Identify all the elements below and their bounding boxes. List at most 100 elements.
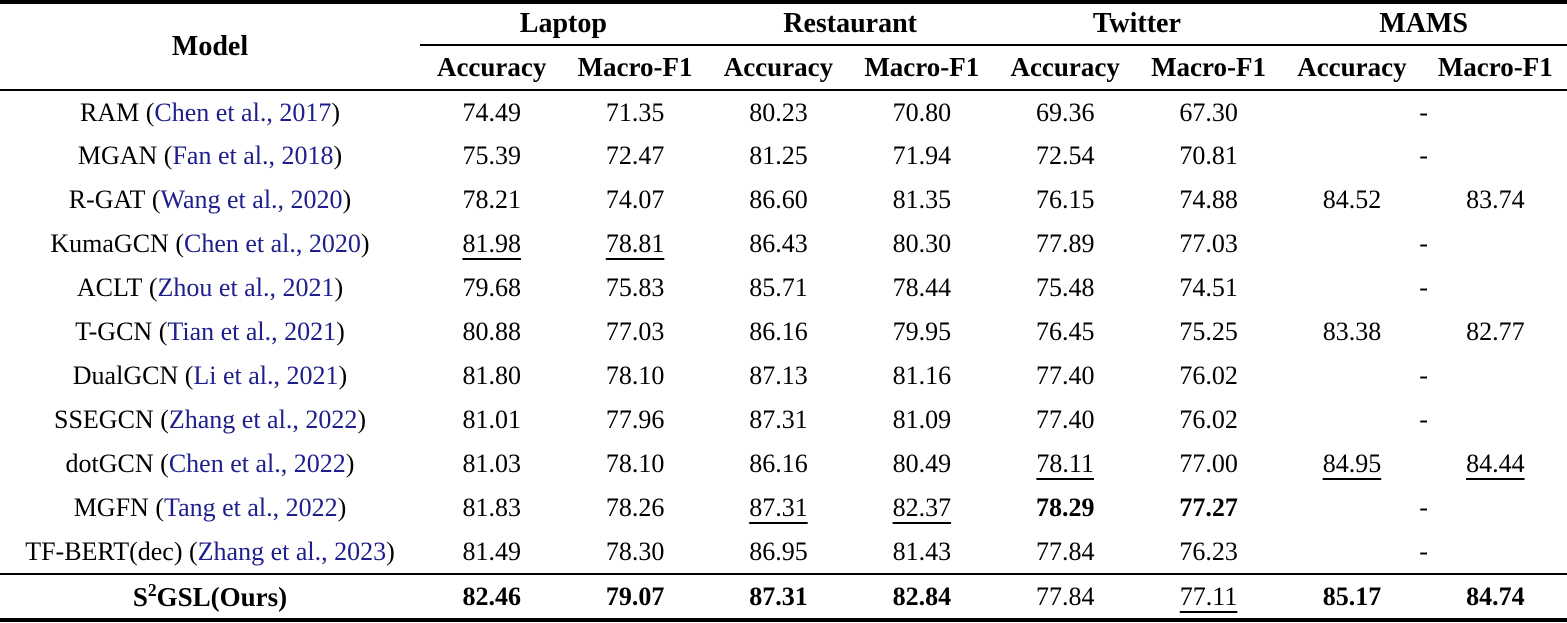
value-cell: 78.11 <box>994 442 1137 486</box>
subheader-row: Accuracy Macro-F1 Accuracy Macro-F1 Accu… <box>0 45 1567 91</box>
metric-value: 87.31 <box>749 405 808 434</box>
value-cell: 86.60 <box>707 178 850 222</box>
table-row: KumaGCN (Chen et al., 2020) 81.98 78.81 86… <box>0 222 1567 266</box>
value-cell: 77.40 <box>994 354 1137 398</box>
citation-link[interactable]: Fan et al., 2018 <box>172 141 334 170</box>
value-cell: 78.10 <box>563 354 706 398</box>
metric-value: 82.84 <box>892 581 952 611</box>
model-cell: MGFN (Tang et al., 2022) <box>0 486 420 530</box>
paren-close: ) <box>336 317 345 346</box>
model-name: MGAN <box>77 141 158 170</box>
paren-open: ( <box>148 493 164 522</box>
model-name: ACLT <box>76 273 143 302</box>
metric-value: 74.07 <box>605 185 665 214</box>
value-cell: 78.44 <box>850 266 993 310</box>
paren-close: ) <box>345 449 355 478</box>
metric-value: 78.29 <box>1035 493 1095 522</box>
citation-link[interactable]: Tian et al., 2021 <box>167 317 337 346</box>
value-cell: 78.21 <box>420 178 563 222</box>
value-cell: 81.35 <box>850 178 993 222</box>
metric-value: 86.95 <box>749 536 808 566</box>
metric-value: 77.84 <box>1035 536 1095 566</box>
paren-close: ) <box>357 405 366 434</box>
metric-value: 82.37 <box>892 493 952 522</box>
mams-dash-cell: - <box>1419 405 1428 434</box>
metric-value: 85.71 <box>749 273 808 302</box>
citation-link[interactable]: Li et al., 2021 <box>193 361 339 390</box>
citation-link[interactable]: Zhang et al., 2022 <box>168 405 358 434</box>
value-cell: 77.11 <box>1136 573 1281 620</box>
metric-value: 71.94 <box>892 141 952 170</box>
paren-open: ( <box>139 97 155 127</box>
value-cell: 75.83 <box>563 266 706 310</box>
metric-value: 87.31 <box>749 493 808 522</box>
metric-value: 78.81 <box>605 229 665 258</box>
model-name: TF-BERT(dec) <box>25 536 183 566</box>
metric-value: 77.96 <box>605 405 665 434</box>
model-cell: TF-BERT(dec) (Zhang et al., 2023) <box>0 530 420 574</box>
metric-value: 70.81 <box>1179 141 1238 170</box>
value-cell: 76.02 <box>1137 354 1280 398</box>
value-cell: 83.74 <box>1424 178 1567 222</box>
metric-value: 77.27 <box>1179 493 1238 522</box>
metric-value: 70.80 <box>892 97 952 127</box>
paren-close: ) <box>331 97 340 127</box>
paren-close: ) <box>338 361 348 390</box>
model-cell: MGAN (Fan et al., 2018) <box>0 134 420 178</box>
value-cell: 77.00 <box>1137 442 1280 486</box>
model-cell: DualGCN (Li et al., 2021) <box>0 354 420 398</box>
metric-value: 87.31 <box>749 581 808 611</box>
citation-link[interactable]: Wang et al., 2020 <box>160 185 343 214</box>
metric-value: 83.74 <box>1466 185 1525 214</box>
twitter-accuracy-header: Accuracy <box>993 45 1137 91</box>
table-row: MGAN (Fan et al., 2018) 75.39 72.47 81.25 7… <box>0 134 1567 178</box>
metric-value: 81.25 <box>749 141 808 170</box>
citation-link[interactable]: Zhang et al., 2023 <box>197 536 387 566</box>
table-row: SSEGCN (Zhang et al., 2022) 81.01 77.96 87… <box>0 398 1567 442</box>
mams-dash-cell: - <box>1419 273 1428 302</box>
metric-value: 82.46 <box>462 581 521 611</box>
value-cell: 77.03 <box>1137 222 1280 266</box>
metric-value: 77.11 <box>1179 581 1238 611</box>
value-cell: 78.81 <box>563 222 706 266</box>
value-cell: 77.84 <box>993 573 1137 620</box>
paren-open: ( <box>157 141 173 170</box>
model-cell: R-GAT (Wang et al., 2020) <box>0 178 420 222</box>
metric-value: 79.95 <box>892 317 952 346</box>
value-cell: 80.88 <box>420 310 563 354</box>
value-cell: 82.37 <box>850 486 993 530</box>
value-cell: 84.44 <box>1424 442 1567 486</box>
value-cell: 84.52 <box>1280 178 1423 222</box>
citation-link[interactable]: Chen et al., 2020 <box>184 229 361 258</box>
value-cell: 86.16 <box>707 442 850 486</box>
value-cell: 75.39 <box>420 134 563 178</box>
paren-open: ( <box>168 229 184 258</box>
value-cell: 86.95 <box>707 530 850 574</box>
table-row: MGFN (Tang et al., 2022) 81.83 78.26 87.31… <box>0 486 1567 530</box>
value-cell: 74.88 <box>1137 178 1280 222</box>
restaurant-macrof1-header: Macro-F1 <box>850 45 994 91</box>
citation-link[interactable]: Zhou et al., 2021 <box>157 273 335 302</box>
citation-link[interactable]: Chen et al., 2022 <box>168 449 346 478</box>
metric-value: 78.30 <box>605 536 665 566</box>
value-cell: 86.43 <box>707 222 850 266</box>
metric-value: 81.35 <box>892 185 952 214</box>
metric-value: 77.03 <box>1179 229 1238 258</box>
metric-value: 75.39 <box>462 141 521 170</box>
citation-link[interactable]: Tang et al., 2022 <box>164 493 338 522</box>
value-cell: 76.45 <box>994 310 1137 354</box>
mams-dash-cell: - <box>1419 141 1428 170</box>
value-cell: 81.25 <box>707 134 850 178</box>
citation-link[interactable]: Chen et al., 2017 <box>154 97 332 127</box>
value-cell: 76.15 <box>994 178 1137 222</box>
table-row: RAM (Chen et al., 2017) 74.49 71.35 80.23 7… <box>0 90 1567 134</box>
metric-value: 79.68 <box>462 273 521 302</box>
value-cell: 87.31 <box>707 486 850 530</box>
metric-value: 74.88 <box>1179 185 1238 214</box>
metric-value: 80.30 <box>892 229 952 258</box>
model-cell: ACLT (Zhou et al., 2021) <box>0 266 420 310</box>
value-cell: 80.30 <box>850 222 993 266</box>
twitter-macrof1-header: Macro-F1 <box>1136 45 1281 91</box>
value-cell: 77.96 <box>563 398 706 442</box>
